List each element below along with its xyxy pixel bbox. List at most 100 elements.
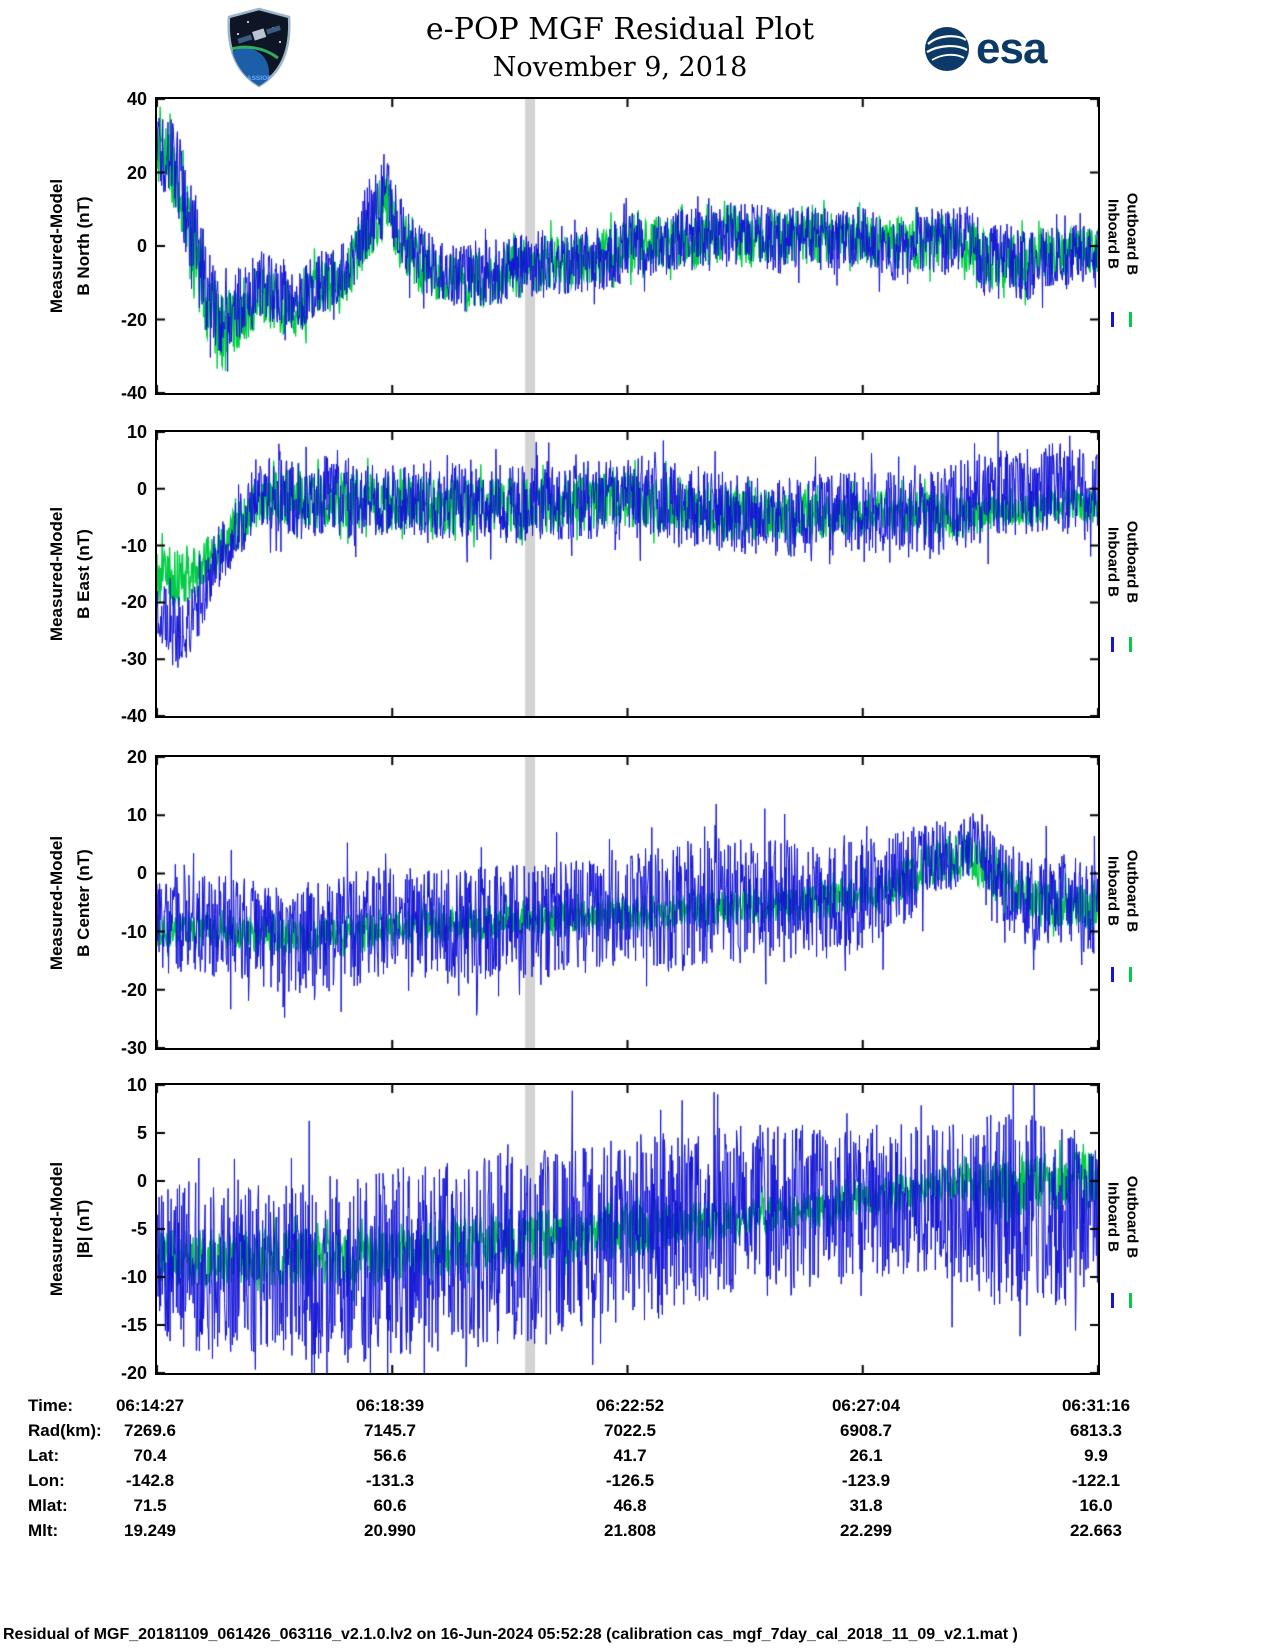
plot-area-b-magnitude xyxy=(155,1083,1100,1375)
legend-label-inboard: Inboard B xyxy=(1104,199,1122,270)
y-tick-label: -40 xyxy=(120,706,147,726)
patch-mission-name: CASSIOPE xyxy=(242,75,276,82)
table-row-label: Time: xyxy=(28,1396,74,1415)
y-tick-label: 5 xyxy=(136,1123,147,1143)
legend-marker-outboard xyxy=(1129,1293,1132,1309)
y-tick-label: -15 xyxy=(120,1315,147,1335)
table-row-label: Mlt: xyxy=(28,1521,59,1540)
plot-canvas-b-center xyxy=(157,757,1098,1048)
table-cell: 7145.7 xyxy=(364,1421,416,1440)
y-tick-label: 20 xyxy=(126,747,147,767)
plot-canvas-b-east xyxy=(157,432,1098,716)
y-tick-label: -10 xyxy=(120,535,147,556)
y-axis-label-line2: B East (nT) xyxy=(74,529,93,619)
y-axis-label-line2: B North (nT) xyxy=(74,196,93,296)
y-tick-label: -20 xyxy=(120,592,147,613)
table-cell: 70.4 xyxy=(133,1446,167,1465)
table-cell: 16.0 xyxy=(1079,1496,1113,1515)
y-tick-label: -30 xyxy=(120,649,147,670)
table-cell: 21.808 xyxy=(604,1521,656,1540)
y-tick-label: -20 xyxy=(120,1363,147,1383)
y-axis-label-line1: Measured-Model xyxy=(47,1161,66,1297)
table-row-label: Lon: xyxy=(28,1471,65,1490)
y-tick-label: -20 xyxy=(120,309,147,330)
y-axis-label-line1: Measured-Model xyxy=(47,178,66,314)
esa-emblem-icon xyxy=(925,27,969,71)
table-cell: -142.8 xyxy=(125,1471,175,1490)
y-tick-label: 0 xyxy=(136,478,147,499)
table-cell: -126.5 xyxy=(605,1471,655,1490)
table-cell: 19.249 xyxy=(124,1521,176,1540)
table-row-label: Mlat: xyxy=(28,1496,68,1515)
legend-label-outboard: Outboard B xyxy=(1123,1176,1141,1259)
page-title: e-POP MGF Residual Plot xyxy=(425,12,815,47)
y-tick-label: -10 xyxy=(120,1267,147,1287)
table-cell: 9.9 xyxy=(1084,1446,1108,1465)
table-cell: 06:18:39 xyxy=(355,1396,425,1415)
legend-label-inboard: Inboard B xyxy=(1104,855,1122,926)
table-cell: 71.5 xyxy=(133,1496,167,1515)
esa-logo: esa xyxy=(924,26,1047,72)
panel-b-east: Measured-Model B East (nT) Inboard B Outboa… xyxy=(0,422,1275,726)
legend-marker-outboard xyxy=(1129,637,1132,653)
table-cell: 56.6 xyxy=(373,1446,407,1465)
y-tick-label: 10 xyxy=(126,805,147,826)
plot-area-b-east xyxy=(155,430,1100,718)
legend-marker-inboard xyxy=(1111,637,1114,653)
table-cell: -131.3 xyxy=(365,1471,415,1490)
table-cell: 7269.6 xyxy=(124,1421,176,1440)
table-cell: 6908.7 xyxy=(840,1421,892,1440)
y-tick-label: 0 xyxy=(136,863,147,884)
table-cell: 6813.3 xyxy=(1070,1421,1122,1440)
table-cell: 06:22:52 xyxy=(595,1396,665,1415)
y-axis-label-line1: Measured-Model xyxy=(47,506,66,642)
legend-marker-inboard xyxy=(1111,311,1114,327)
cassiope-mission-patch: CASSIOPE xyxy=(227,7,291,88)
aurora-graphic xyxy=(228,45,279,60)
y-tick-label: -30 xyxy=(120,1038,147,1058)
legend-label-inboard: Inboard B xyxy=(1104,1182,1122,1253)
ephemeris-table: Time: 06:14:27 06:18:39 06:22:52 06:27:04 06:… xyxy=(0,1396,1275,1554)
y-tick-label: -40 xyxy=(120,383,147,403)
footer-text: Residual of MGF_20181109_061426_063116_v… xyxy=(3,1626,1018,1643)
table-cell: 60.6 xyxy=(373,1496,407,1515)
legend-label-outboard: Outboard B xyxy=(1123,192,1141,276)
y-tick-label: -10 xyxy=(120,921,147,942)
y-axis-label-line2: B Center (nT) xyxy=(74,848,93,957)
plot-area-b-north xyxy=(155,97,1100,395)
y-tick-label: 40 xyxy=(126,89,147,109)
legend-label-outboard: Outboard B xyxy=(1123,849,1141,932)
table-cell: 41.7 xyxy=(613,1446,647,1465)
table-cell: 26.1 xyxy=(849,1446,883,1465)
satellite-icon xyxy=(237,25,281,44)
table-cell: 7022.5 xyxy=(604,1421,656,1440)
panel-b-north: Measured-Model B North (nT) Inboard B Outbo… xyxy=(0,89,1275,403)
y-tick-label: -20 xyxy=(120,979,147,1000)
table-cell: 22.299 xyxy=(840,1521,892,1540)
table-cell: 06:31:16 xyxy=(1061,1396,1131,1415)
table-cell: 31.8 xyxy=(849,1496,883,1515)
y-axis-label-line2: |B| (nT) xyxy=(74,1199,93,1259)
panel-b-center: Measured-Model B Center (nT) Inboard B Outb… xyxy=(0,747,1275,1058)
plot-area-b-center xyxy=(155,755,1100,1050)
page-subtitle: November 9, 2018 xyxy=(492,52,748,83)
legend-marker-inboard xyxy=(1111,967,1114,983)
table-cell: 06:27:04 xyxy=(831,1396,901,1415)
y-tick-label: 10 xyxy=(126,422,147,442)
panel-b-magnitude: Measured-Model |B| (nT) Inboard B Outboard … xyxy=(0,1075,1275,1383)
table-cell: 46.8 xyxy=(613,1496,647,1515)
table-cell: 22.663 xyxy=(1070,1521,1122,1540)
table-cell: -122.1 xyxy=(1071,1471,1121,1490)
legend-marker-outboard xyxy=(1129,967,1132,983)
y-tick-label: 20 xyxy=(126,162,147,183)
y-tick-label: 0 xyxy=(136,236,147,256)
table-cell: -123.9 xyxy=(841,1471,891,1490)
y-tick-label: -5 xyxy=(130,1219,147,1239)
legend-marker-outboard xyxy=(1129,311,1132,327)
y-tick-label: 10 xyxy=(126,1075,147,1095)
table-cell: 06:14:27 xyxy=(115,1396,185,1415)
legend-label-outboard: Outboard B xyxy=(1123,521,1141,604)
y-tick-label: 0 xyxy=(136,1171,147,1191)
table-row-label: Lat: xyxy=(28,1446,60,1465)
